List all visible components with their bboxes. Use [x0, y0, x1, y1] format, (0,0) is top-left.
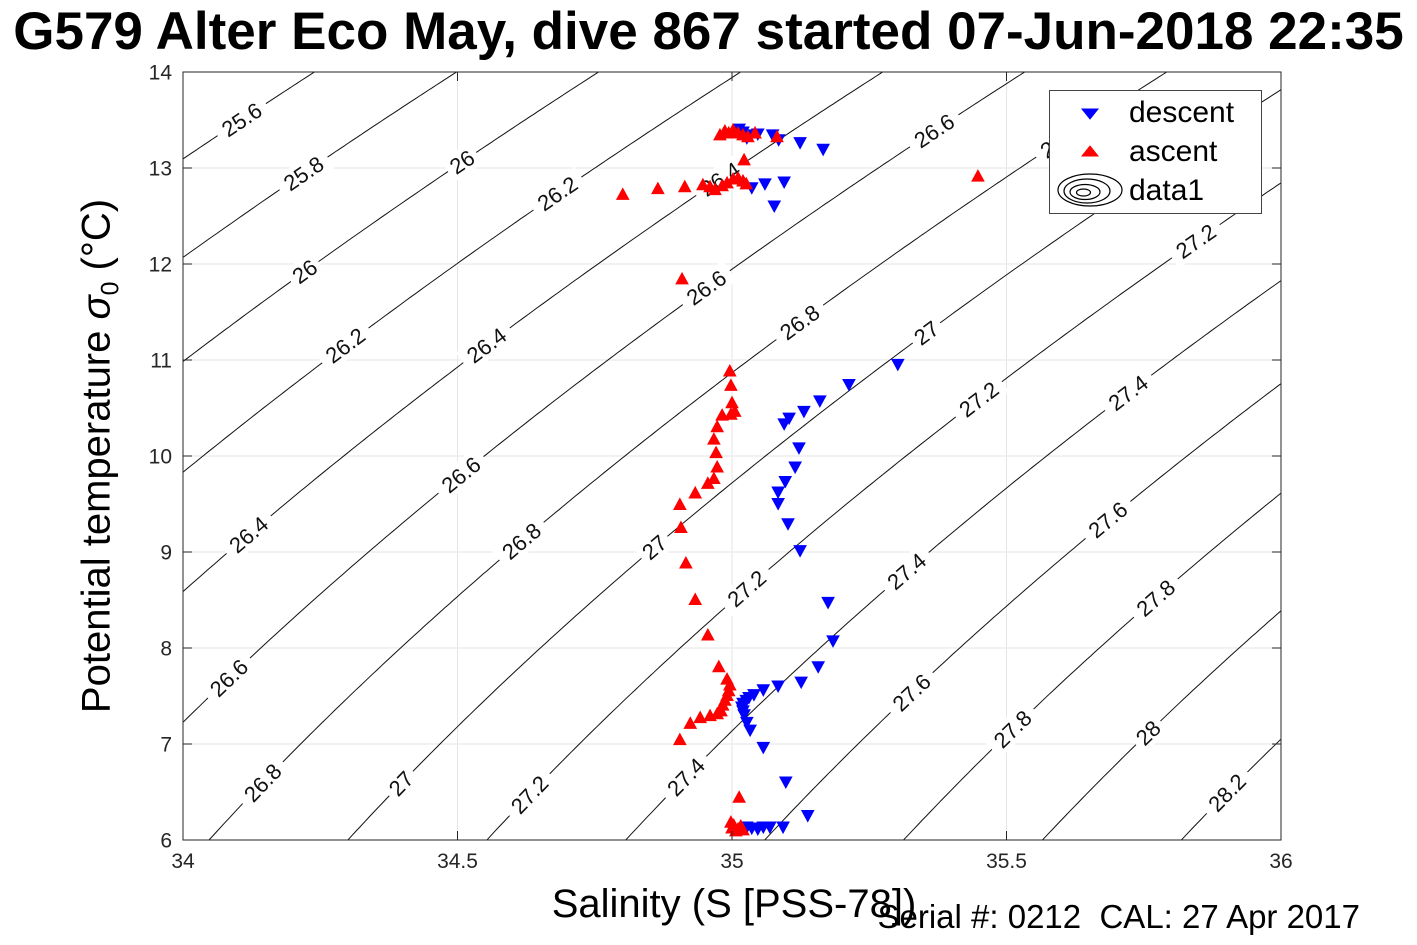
descent-markers [732, 123, 905, 837]
svg-text:34: 34 [171, 850, 195, 873]
svg-text:11: 11 [150, 349, 172, 372]
sigma-symbol: σ [74, 295, 119, 320]
svg-text:6: 6 [160, 829, 172, 852]
svg-text:8: 8 [160, 637, 172, 660]
triangle-down-icon [1080, 108, 1099, 120]
svg-text:34.5: 34.5 [437, 850, 478, 873]
legend-marker-descent [1050, 104, 1129, 122]
svg-text:27: 27 [637, 530, 672, 565]
y-axis-label-units: (°C) [74, 198, 119, 282]
svg-text:9: 9 [160, 541, 172, 564]
legend-label-descent: descent [1129, 96, 1235, 129]
sigma-subscript: 0 [97, 281, 125, 296]
axes-box [182, 71, 1282, 841]
contour-labels: 25.625.8262626.226.226.426.426.426.626.6… [199, 93, 1257, 825]
legend-item-data1: data1 [1050, 172, 1261, 210]
chart-title: G579 Alter Eco May, dive 867 started 07-… [13, 2, 1404, 61]
legend-item-descent: descent [1050, 94, 1261, 132]
svg-text:36: 36 [1269, 850, 1292, 873]
svg-text:35: 35 [720, 850, 743, 873]
svg-text:35.5: 35.5 [986, 850, 1027, 873]
ascent-markers [615, 123, 985, 837]
svg-text:13: 13 [149, 157, 172, 180]
svg-text:10: 10 [149, 445, 172, 468]
legend-label-data1: data1 [1129, 174, 1205, 207]
legend-item-ascent: ascent [1050, 133, 1261, 171]
legend: descent ascent data [1049, 90, 1262, 214]
serial-annotation: Serial #: 0212 CAL: 27 Apr 2017 [877, 898, 1361, 935]
tick-labels: 34 34.5 35 35.5 36 6 7 8 9 10 11 12 13 14 [149, 61, 1293, 873]
legend-marker-ascent [1050, 143, 1129, 161]
x-axis-label: Salinity (S [PSS-78]) [551, 882, 917, 926]
y-axis-label-text: Potential temperature [74, 319, 119, 714]
legend-marker-data1 [1050, 171, 1129, 211]
svg-text:7: 7 [160, 733, 172, 756]
legend-label-ascent: ascent [1129, 135, 1218, 168]
y-axis-label: Potential temperature σ0 (°C) [74, 198, 125, 714]
svg-text:12: 12 [149, 253, 172, 276]
svg-text:14: 14 [149, 61, 173, 84]
triangle-up-icon [1080, 145, 1099, 157]
contour-rings-icon [1056, 173, 1123, 207]
